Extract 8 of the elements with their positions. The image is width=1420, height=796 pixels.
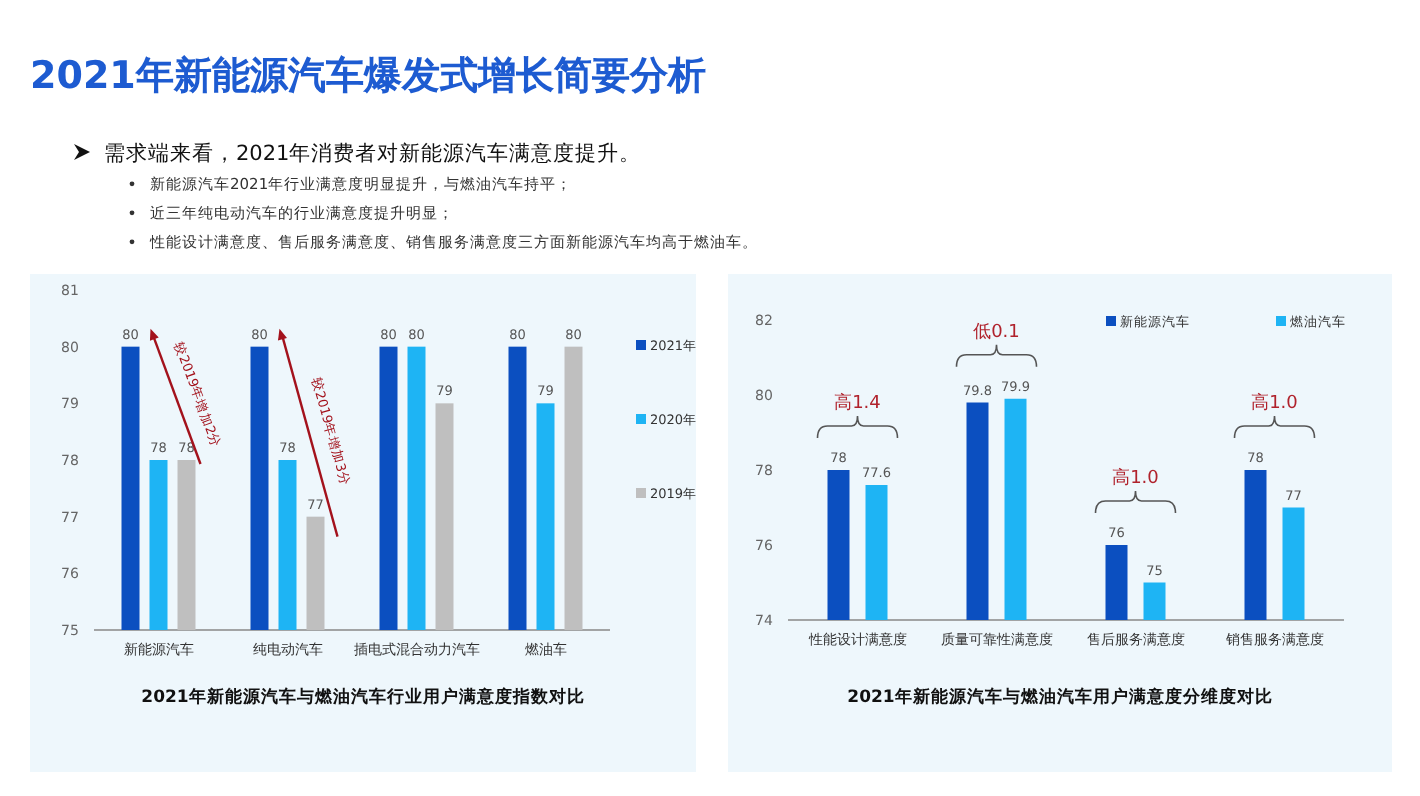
annotation: 低0.1 — [973, 320, 1020, 343]
text: 2021年新能源汽车爆发式增长简要分析 — [30, 54, 706, 98]
annotation: 高1.0 — [1112, 467, 1160, 489]
text: 2021年新能源汽车与燃油汽车用户满意度分维度对比 — [847, 686, 1273, 708]
annotation: 高1.0 — [1251, 392, 1299, 414]
annotation: 高1.4 — [834, 392, 882, 414]
text: 2021年新能源汽车与燃油汽车行业用户满意度指数对比 — [141, 686, 585, 708]
text: 需求端来看，2021年消费者对新能源汽车满意度提升。 — [104, 140, 642, 166]
